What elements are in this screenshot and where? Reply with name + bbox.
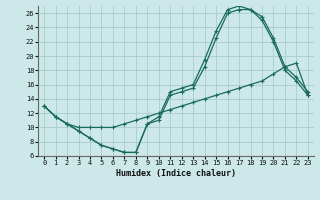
X-axis label: Humidex (Indice chaleur): Humidex (Indice chaleur)	[116, 169, 236, 178]
